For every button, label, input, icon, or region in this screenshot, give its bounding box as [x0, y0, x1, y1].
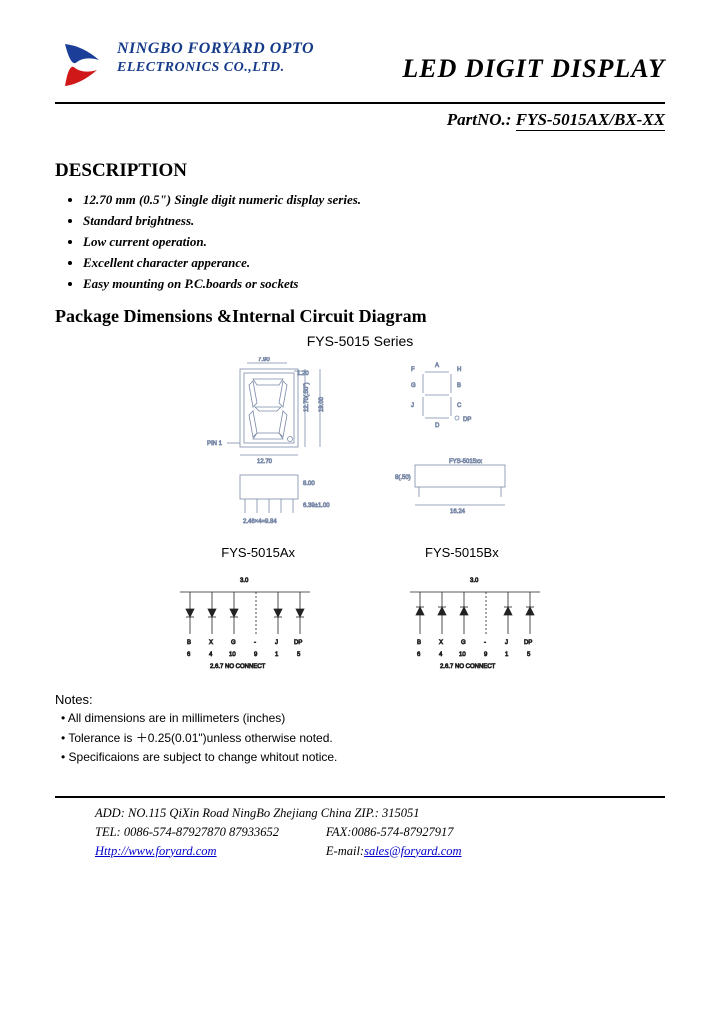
svg-text:5: 5	[297, 652, 301, 658]
desc-item: Low current operation.	[83, 234, 665, 250]
description-heading: DESCRIPTION	[55, 160, 665, 182]
variant-b-label: FYS-5015Bx	[425, 545, 499, 560]
svg-text:6.39±1.00: 6.39±1.00	[303, 503, 330, 509]
svg-text:C: C	[457, 403, 462, 409]
svg-text:2.46×4=9.84: 2.46×4=9.84	[243, 519, 277, 525]
svg-text:9: 9	[484, 652, 488, 658]
svg-text:10: 10	[229, 652, 236, 658]
note-item: All dimensions are in millimeters (inche…	[61, 711, 665, 725]
company-name-block: NINGBO FORYARD OPTO ELECTRONICS CO.,LTD.	[117, 40, 382, 76]
svg-text:1: 1	[505, 652, 509, 658]
partno-label: PartNO.:	[447, 110, 512, 129]
svg-text:12.70(.50"): 12.70(.50")	[304, 383, 310, 412]
company-line1: NINGBO FORYARD OPTO	[117, 40, 382, 58]
svg-text:DP: DP	[524, 640, 532, 646]
svg-text:10: 10	[459, 652, 466, 658]
svg-text:B: B	[187, 640, 191, 646]
svg-text:7.90: 7.90	[258, 357, 270, 363]
footer-tel: TEL: 0086-574-87927870 87933652	[95, 825, 279, 839]
svg-text:D: D	[435, 423, 440, 429]
svg-text:B: B	[417, 640, 421, 646]
note-item: Specificaions are subject to change whit…	[61, 750, 665, 764]
circuit-a-icon: 3.0 B X G - J DP 6 4 10 9	[160, 574, 330, 674]
footer-fax: FAX:0086-574-87927917	[326, 825, 454, 839]
svg-text:16.24: 16.24	[450, 509, 466, 515]
desc-item: 12.70 mm (0.5") Single digit numeric dis…	[83, 192, 665, 208]
svg-text:3.0: 3.0	[240, 578, 249, 584]
svg-text:6: 6	[417, 652, 421, 658]
svg-text:G: G	[411, 383, 416, 389]
svg-text:5: 5	[527, 652, 531, 658]
document-title: LED DIGIT DISPLAY	[402, 54, 665, 84]
desc-item: Standard brightness.	[83, 213, 665, 229]
note-item: Tolerance is ＋0.25(0.01")unless otherwis…	[61, 729, 665, 746]
svg-text:X: X	[209, 640, 213, 646]
svg-text:DP: DP	[463, 417, 471, 423]
segment-map-icon: A H B C D J G F DP FYS-5015xx 8(.50) 16.…	[385, 357, 525, 527]
svg-text:J: J	[505, 640, 508, 646]
series-title: FYS-5015 Series	[55, 333, 665, 349]
notes-heading: Notes:	[55, 692, 665, 707]
notes-list: All dimensions are in millimeters (inche…	[61, 711, 665, 764]
variant-labels-row: FYS-5015Ax FYS-5015Bx	[55, 545, 665, 560]
svg-text:J: J	[275, 640, 278, 646]
svg-text:8(.50): 8(.50)	[395, 475, 411, 481]
desc-item: Excellent character apperance.	[83, 255, 665, 271]
package-diagram-area: 7.90 1.20 12.70	[55, 357, 665, 527]
variant-a-label: FYS-5015Ax	[221, 545, 295, 560]
partno-value: FYS-5015AX/BX-XX	[516, 110, 665, 131]
svg-text:2.6.7 NO CONNECT: 2.6.7 NO CONNECT	[440, 664, 496, 670]
svg-text:FYS-5015xx: FYS-5015xx	[449, 459, 482, 465]
svg-text:G: G	[461, 640, 466, 646]
svg-text:X: X	[439, 640, 443, 646]
svg-text:J: J	[411, 403, 414, 409]
svg-text:6: 6	[187, 652, 191, 658]
svg-text:4: 4	[439, 652, 443, 658]
svg-text:A: A	[435, 363, 439, 369]
package-front-icon: 7.90 1.20 12.70	[195, 357, 345, 527]
svg-text:1.20: 1.20	[297, 371, 309, 377]
svg-text:4: 4	[209, 652, 213, 658]
footer-email: E-mail:sales@foryard.com	[326, 844, 462, 858]
footer-divider	[55, 796, 665, 798]
circuit-b-icon: 3.0 B X G - J DP 6 4 10 9	[390, 574, 560, 674]
footer-email-link[interactable]: sales@foryard.com	[364, 844, 462, 858]
company-line2: ELECTRONICS CO.,LTD.	[117, 60, 382, 76]
svg-text:H: H	[457, 367, 461, 373]
svg-text:PIN 1: PIN 1	[207, 441, 223, 447]
header-divider	[55, 102, 665, 104]
svg-text:1: 1	[275, 652, 279, 658]
description-list: 12.70 mm (0.5") Single digit numeric dis…	[55, 192, 665, 292]
circuit-diagram-row: 3.0 B X G - J DP 6 4 10 9	[55, 574, 665, 674]
svg-text:-: -	[484, 640, 486, 646]
company-logo-icon	[55, 40, 105, 90]
svg-text:B: B	[457, 383, 461, 389]
svg-text:-: -	[254, 640, 256, 646]
footer-website-link[interactable]: Http://www.foryard.com	[95, 844, 217, 858]
svg-text:19.00: 19.00	[319, 396, 325, 412]
svg-text:2.6.7 NO CONNECT: 2.6.7 NO CONNECT	[210, 664, 266, 670]
svg-text:12.70: 12.70	[257, 459, 273, 465]
package-heading: Package Dimensions &Internal Circuit Dia…	[55, 306, 665, 327]
svg-text:8.00: 8.00	[303, 481, 315, 487]
desc-item: Easy mounting on P.C.boards or sockets	[83, 276, 665, 292]
svg-text:3.0: 3.0	[470, 578, 479, 584]
svg-text:DP: DP	[294, 640, 302, 646]
svg-text:G: G	[231, 640, 236, 646]
footer-block: ADD: NO.115 QiXin Road NingBo Zhejiang C…	[55, 804, 665, 860]
part-number-row: PartNO.: FYS-5015AX/BX-XX	[55, 110, 665, 130]
svg-text:F: F	[411, 367, 415, 373]
svg-text:9: 9	[254, 652, 258, 658]
footer-address: ADD: NO.115 QiXin Road NingBo Zhejiang C…	[95, 804, 665, 823]
